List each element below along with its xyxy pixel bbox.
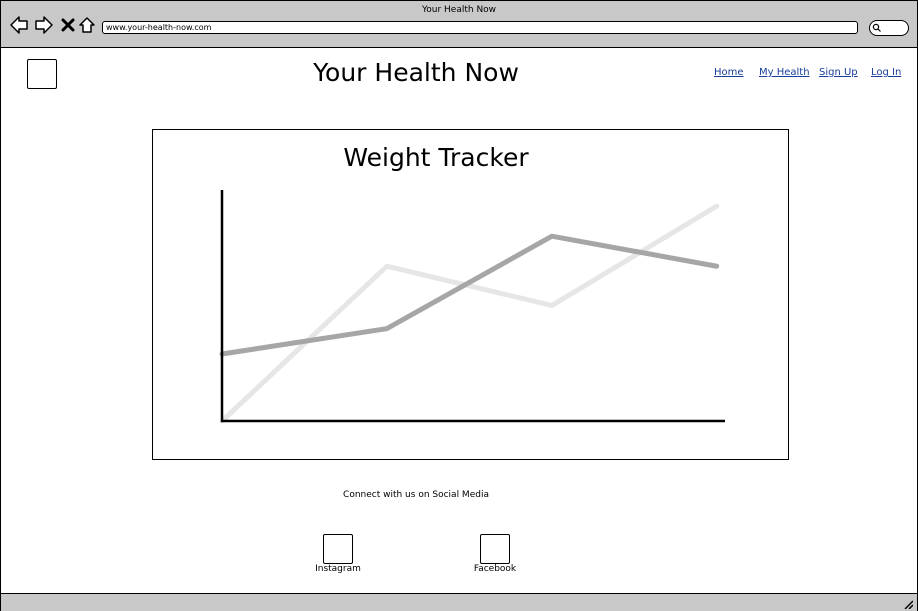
social-media-heading: Connect with us on Social Media (343, 490, 489, 500)
browser-search-box[interactable] (869, 20, 909, 36)
window-title: Your Health Now (421, 5, 497, 15)
instagram-icon[interactable] (323, 534, 353, 564)
search-icon (872, 23, 881, 32)
address-bar[interactable]: www.your-health-now.com (102, 21, 858, 34)
site-logo[interactable] (27, 59, 57, 89)
site-title: Your Health Now (313, 58, 519, 87)
instagram-label[interactable]: Instagram (315, 564, 361, 574)
home-icon[interactable] (77, 15, 97, 35)
facebook-label[interactable]: Facebook (473, 564, 517, 574)
facebook-icon[interactable] (480, 534, 510, 564)
resize-grip-icon[interactable] (903, 599, 913, 609)
nav-link-home[interactable]: Home (714, 67, 744, 78)
nav-link-sign-up[interactable]: Sign Up (819, 67, 858, 78)
chart-series-line-1 (219, 203, 720, 424)
nav-link-log-in[interactable]: Log In (871, 67, 902, 78)
chart-series-line-2 (219, 233, 720, 357)
weight-chart-panel (152, 129, 789, 460)
chart-title: Weight Tracker (343, 143, 529, 172)
nav-link-my-health[interactable]: My Health (759, 67, 810, 78)
forward-arrow-icon[interactable] (34, 15, 54, 35)
browser-titlebar: Your Health Now www.your-health-now.com (1, 1, 917, 48)
browser-statusbar (1, 593, 917, 611)
back-arrow-icon[interactable] (9, 15, 29, 35)
close-icon[interactable] (58, 15, 78, 35)
